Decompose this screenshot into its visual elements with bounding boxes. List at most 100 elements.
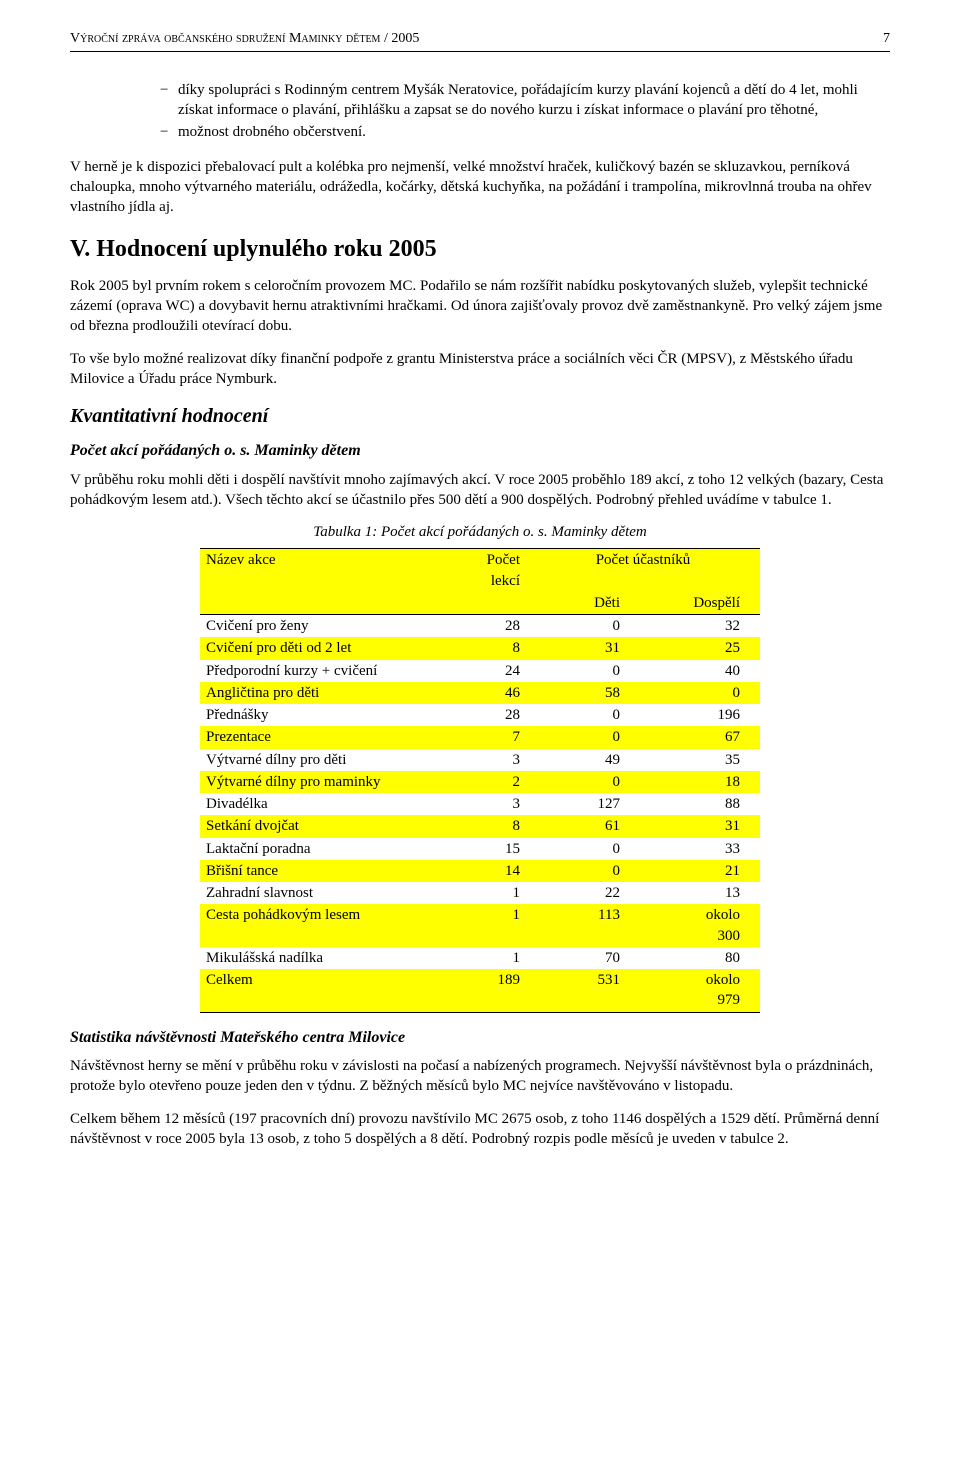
table-row: Cvičení pro ženy28032 <box>200 615 760 638</box>
paragraph: To vše bylo možné realizovat díky finanč… <box>70 349 890 390</box>
bullet-text: díky spolupráci s Rodinným centrem Myšák… <box>178 80 890 121</box>
cell-adults: 32 <box>650 615 760 638</box>
cell-name: Cesta pohádkovým lesem <box>200 904 450 947</box>
table-subheader-row: Děti Dospělí <box>200 592 760 615</box>
cell-adults: 25 <box>650 637 760 659</box>
cell-name: Laktační poradna <box>200 838 450 860</box>
cell-count: 1 <box>450 904 550 947</box>
col-header-name: Název akce <box>200 549 450 592</box>
paragraph: Celkem během 12 měsíců (197 pracovních d… <box>70 1109 890 1150</box>
cell-name: Cvičení pro ženy <box>200 615 450 638</box>
paragraph: Návštěvnost herny se mění v průběhu roku… <box>70 1056 890 1097</box>
cell-adults: 67 <box>650 726 760 748</box>
table-row: Cesta pohádkovým lesem1113okolo300 <box>200 904 760 947</box>
bullet-text: možnost drobného občerstvení. <box>178 122 366 142</box>
cell-adults: 33 <box>650 838 760 860</box>
cell-adults: 18 <box>650 771 760 793</box>
cell-count: 3 <box>450 793 550 815</box>
cell-adults: okolo979 <box>650 969 760 1012</box>
bullet-dash-icon: − <box>160 122 178 142</box>
cell-count: 24 <box>450 660 550 682</box>
subsection-heading: Kvantitativní hodnocení <box>70 403 890 430</box>
section-heading: V. Hodnocení uplynulého roku 2005 <box>70 233 890 265</box>
paragraph: V herně je k dispozici přebalovací pult … <box>70 157 890 218</box>
cell-adults: 21 <box>650 860 760 882</box>
cell-name: Setkání dvojčat <box>200 815 450 837</box>
cell-count: 7 <box>450 726 550 748</box>
cell-name: Mikulášská nadílka <box>200 947 450 969</box>
cell-adults: 80 <box>650 947 760 969</box>
table-row: Prezentace7067 <box>200 726 760 748</box>
table-row: Cvičení pro děti od 2 let83125 <box>200 637 760 659</box>
cell-children: 0 <box>550 615 650 638</box>
table-row: Výtvarné dílny pro děti34935 <box>200 749 760 771</box>
cell-name: Celkem <box>200 969 450 1012</box>
cell-name: Výtvarné dílny pro maminky <box>200 771 450 793</box>
cell-children: 0 <box>550 838 650 860</box>
cell-count: 3 <box>450 749 550 771</box>
cell-name: Prezentace <box>200 726 450 748</box>
table-row: Předporodní kurzy + cvičení24040 <box>200 660 760 682</box>
cell-count: 46 <box>450 682 550 704</box>
bullet-list: − díky spolupráci s Rodinným centrem Myš… <box>160 80 890 143</box>
cell-adults: 0 <box>650 682 760 704</box>
subsubsection-heading: Počet akcí pořádaných o. s. Maminky děte… <box>70 440 890 462</box>
table-row: Divadélka312788 <box>200 793 760 815</box>
cell-children: 127 <box>550 793 650 815</box>
cell-count: 189 <box>450 969 550 1012</box>
table-caption: Tabulka 1: Počet akcí pořádaných o. s. M… <box>70 522 890 542</box>
cell-adults: 40 <box>650 660 760 682</box>
cell-name: Břišní tance <box>200 860 450 882</box>
bullet-item: − díky spolupráci s Rodinným centrem Myš… <box>160 80 890 121</box>
cell-name: Angličtina pro děti <box>200 682 450 704</box>
cell-children: 22 <box>550 882 650 904</box>
cell-count: 14 <box>450 860 550 882</box>
cell-children: 58 <box>550 682 650 704</box>
cell-count: 8 <box>450 815 550 837</box>
cell-children: 61 <box>550 815 650 837</box>
cell-count: 1 <box>450 947 550 969</box>
cell-children: 0 <box>550 860 650 882</box>
cell-count: 28 <box>450 615 550 638</box>
bullet-item: − možnost drobného občerstvení. <box>160 122 890 142</box>
table-row: Setkání dvojčat86131 <box>200 815 760 837</box>
paragraph: V průběhu roku mohli děti i dospělí navš… <box>70 470 890 511</box>
table-row: Angličtina pro děti46580 <box>200 682 760 704</box>
cell-name: Přednášky <box>200 704 450 726</box>
col-subheader-adults: Dospělí <box>650 592 760 615</box>
cell-name: Zahradní slavnost <box>200 882 450 904</box>
table-header-row: Název akce Počet lekcí Počet účastníků <box>200 549 760 592</box>
running-head-text: Výroční zpráva občanského sdružení Mamin… <box>70 30 419 49</box>
cell-count: 28 <box>450 704 550 726</box>
table-row: Mikulášská nadílka17080 <box>200 947 760 969</box>
events-table: Název akce Počet lekcí Počet účastníků D… <box>200 548 760 1012</box>
cell-children: 0 <box>550 660 650 682</box>
cell-children: 31 <box>550 637 650 659</box>
running-head: Výroční zpráva občanského sdružení Mamin… <box>70 30 890 52</box>
table-row: Břišní tance14021 <box>200 860 760 882</box>
cell-children: 0 <box>550 726 650 748</box>
cell-adults: 31 <box>650 815 760 837</box>
cell-adults: okolo300 <box>650 904 760 947</box>
subsubsection-heading: Statistika návštěvnosti Mateřského centr… <box>70 1027 890 1049</box>
cell-adults: 196 <box>650 704 760 726</box>
cell-name: Výtvarné dílny pro děti <box>200 749 450 771</box>
table-row: Laktační poradna15033 <box>200 838 760 860</box>
cell-name: Divadélka <box>200 793 450 815</box>
cell-children: 49 <box>550 749 650 771</box>
table-row: Zahradní slavnost12213 <box>200 882 760 904</box>
cell-children: 531 <box>550 969 650 1012</box>
table-row: Celkem189531okolo979 <box>200 969 760 1012</box>
cell-name: Cvičení pro děti od 2 let <box>200 637 450 659</box>
paragraph: Rok 2005 byl prvním rokem s celoročním p… <box>70 276 890 337</box>
cell-count: 15 <box>450 838 550 860</box>
cell-name: Předporodní kurzy + cvičení <box>200 660 450 682</box>
cell-count: 2 <box>450 771 550 793</box>
bullet-dash-icon: − <box>160 80 178 121</box>
cell-count: 1 <box>450 882 550 904</box>
cell-children: 70 <box>550 947 650 969</box>
cell-children: 0 <box>550 704 650 726</box>
table-row: Výtvarné dílny pro maminky2018 <box>200 771 760 793</box>
col-header-count: Počet lekcí <box>450 549 550 592</box>
table-row: Přednášky280196 <box>200 704 760 726</box>
